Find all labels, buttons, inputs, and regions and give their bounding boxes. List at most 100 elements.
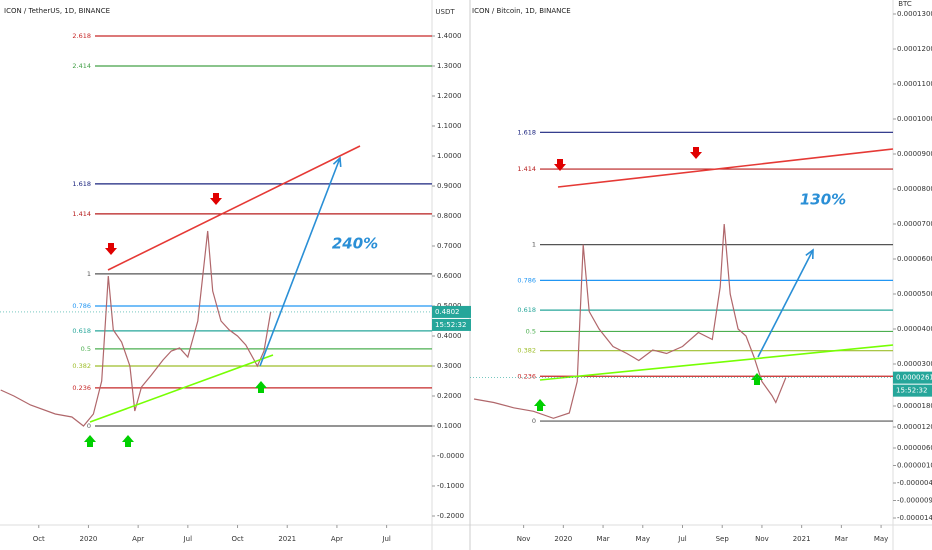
projection-arrow (757, 249, 814, 358)
y-tick-label: 1.1000 (437, 122, 462, 130)
y-tick-label: 0.00004000 (897, 325, 932, 333)
down-arrow (210, 193, 222, 205)
x-tick-label: May (874, 535, 888, 543)
fib-level-label: 0.618 (72, 327, 91, 335)
currency-label: BTC (898, 0, 912, 8)
y-tick-label: 0.00009000 (897, 150, 932, 158)
x-tick-label: Jul (677, 535, 687, 543)
fib-level-label: 0.786 (72, 302, 91, 310)
fib-level-label: 0.786 (517, 276, 536, 284)
up-arrow (534, 399, 546, 411)
down-arrow (105, 243, 117, 255)
up-arrow (122, 435, 134, 447)
chart-title: ICON / Bitcoin, 1D, BINANCE (472, 7, 571, 15)
y-tick-label: 0.9000 (437, 182, 462, 190)
projection-arrow-head (332, 156, 342, 168)
x-tick-label: Jul (183, 535, 193, 543)
gain-annotation: 130% (800, 191, 846, 209)
x-tick-label: Oct (231, 535, 243, 543)
x-tick-label: Nov (517, 535, 531, 543)
projection-arrow (259, 157, 341, 367)
x-tick-label: Jul (381, 535, 391, 543)
y-tick-label: 0.4000 (437, 332, 462, 340)
y-tick-label: -0.0000 (437, 452, 464, 460)
y-tick-label: 0.00000600 (897, 444, 932, 452)
y-tick-label: 0.00001800 (897, 402, 932, 410)
fib-level-label: 2.618 (72, 32, 91, 40)
y-tick-label: 0.8000 (437, 212, 462, 220)
fib-level-label: 0.236 (72, 384, 91, 392)
x-tick-label: Apr (331, 535, 343, 543)
fib-level-label: 0.5 (81, 345, 91, 353)
up-arrow (255, 381, 267, 393)
fib-level-label: 1.414 (72, 210, 91, 218)
y-tick-label: 0.00011000 (897, 80, 932, 88)
countdown-label: 15:52:32 (896, 387, 927, 395)
y-tick-label: 0.00012000 (897, 45, 932, 53)
y-tick-label: 0.00010000 (897, 115, 932, 123)
y-tick-label: 0.2000 (437, 392, 462, 400)
x-tick-label: 2020 (80, 535, 98, 543)
up-arrow (84, 435, 96, 447)
y-tick-label: 0.00005000 (897, 290, 932, 298)
gain-annotation: 240% (332, 235, 378, 253)
y-tick-label: 0.00007000 (897, 220, 932, 228)
y-tick-label: -0.00001400 (897, 514, 932, 522)
fib-level-label: 0.618 (517, 306, 536, 314)
fib-level-label: 0.382 (517, 347, 536, 355)
y-tick-label: -0.00000900 (897, 497, 932, 505)
x-tick-label: 2021 (278, 535, 296, 543)
x-tick-label: Sep (716, 535, 730, 543)
price-line (473, 223, 787, 419)
last-price-label: 0.4802 (435, 308, 460, 316)
last-price-tag (893, 371, 932, 384)
y-tick-label: 0.1000 (437, 422, 462, 430)
x-tick-label: Mar (835, 535, 848, 543)
y-tick-label: 0.00003000 (897, 360, 932, 368)
countdown-tag (432, 318, 471, 331)
resistance-trendline (557, 148, 894, 188)
x-tick-label: Mar (596, 535, 609, 543)
y-tick-label: -0.2000 (437, 512, 464, 520)
down-arrow (554, 159, 566, 171)
y-tick-label: -0.1000 (437, 482, 464, 490)
y-tick-label: -0.00000400 (897, 479, 932, 487)
fib-level-label: 0.382 (72, 362, 91, 370)
x-tick-label: Oct (33, 535, 45, 543)
resistance-trendline (107, 145, 361, 271)
y-tick-label: 1.3000 (437, 62, 462, 70)
fib-level-label: 1.618 (72, 180, 91, 188)
fib-level-label: 2.414 (72, 62, 91, 70)
countdown-tag (893, 384, 932, 397)
x-tick-label: May (636, 535, 650, 543)
last-price-tag (432, 305, 471, 318)
support-trendline (539, 344, 894, 381)
countdown-label: 15:52:32 (435, 321, 466, 329)
last-price-label: 0.00002610 (896, 374, 932, 382)
support-trendline (89, 354, 274, 423)
x-tick-label: Apr (132, 535, 144, 543)
y-tick-label: 1.4000 (437, 32, 462, 40)
y-tick-label: 1.2000 (437, 92, 462, 100)
x-tick-label: 2020 (554, 535, 572, 543)
y-tick-label: 0.7000 (437, 242, 462, 250)
fib-level-label: 0 (87, 422, 91, 430)
fib-level-label: 1 (87, 270, 91, 278)
y-tick-label: 1.0000 (437, 152, 462, 160)
fib-level-label: 0.236 (517, 372, 536, 380)
y-tick-label: 0.00000100 (897, 462, 932, 470)
y-tick-label: 0.6000 (437, 272, 462, 280)
fib-level-label: 0 (532, 417, 536, 425)
price-line (0, 230, 272, 427)
y-tick-label: 0.00008000 (897, 185, 932, 193)
y-tick-label: 0.00006000 (897, 255, 932, 263)
fib-level-label: 1.414 (517, 165, 536, 173)
up-arrow (751, 373, 763, 385)
currency-label: USDT (435, 8, 455, 16)
y-tick-label: 0.3000 (437, 362, 462, 370)
chart-title: ICON / TetherUS, 1D, BINANCE (4, 7, 110, 15)
fib-level-label: 0.5 (526, 327, 536, 335)
x-tick-label: Nov (755, 535, 769, 543)
